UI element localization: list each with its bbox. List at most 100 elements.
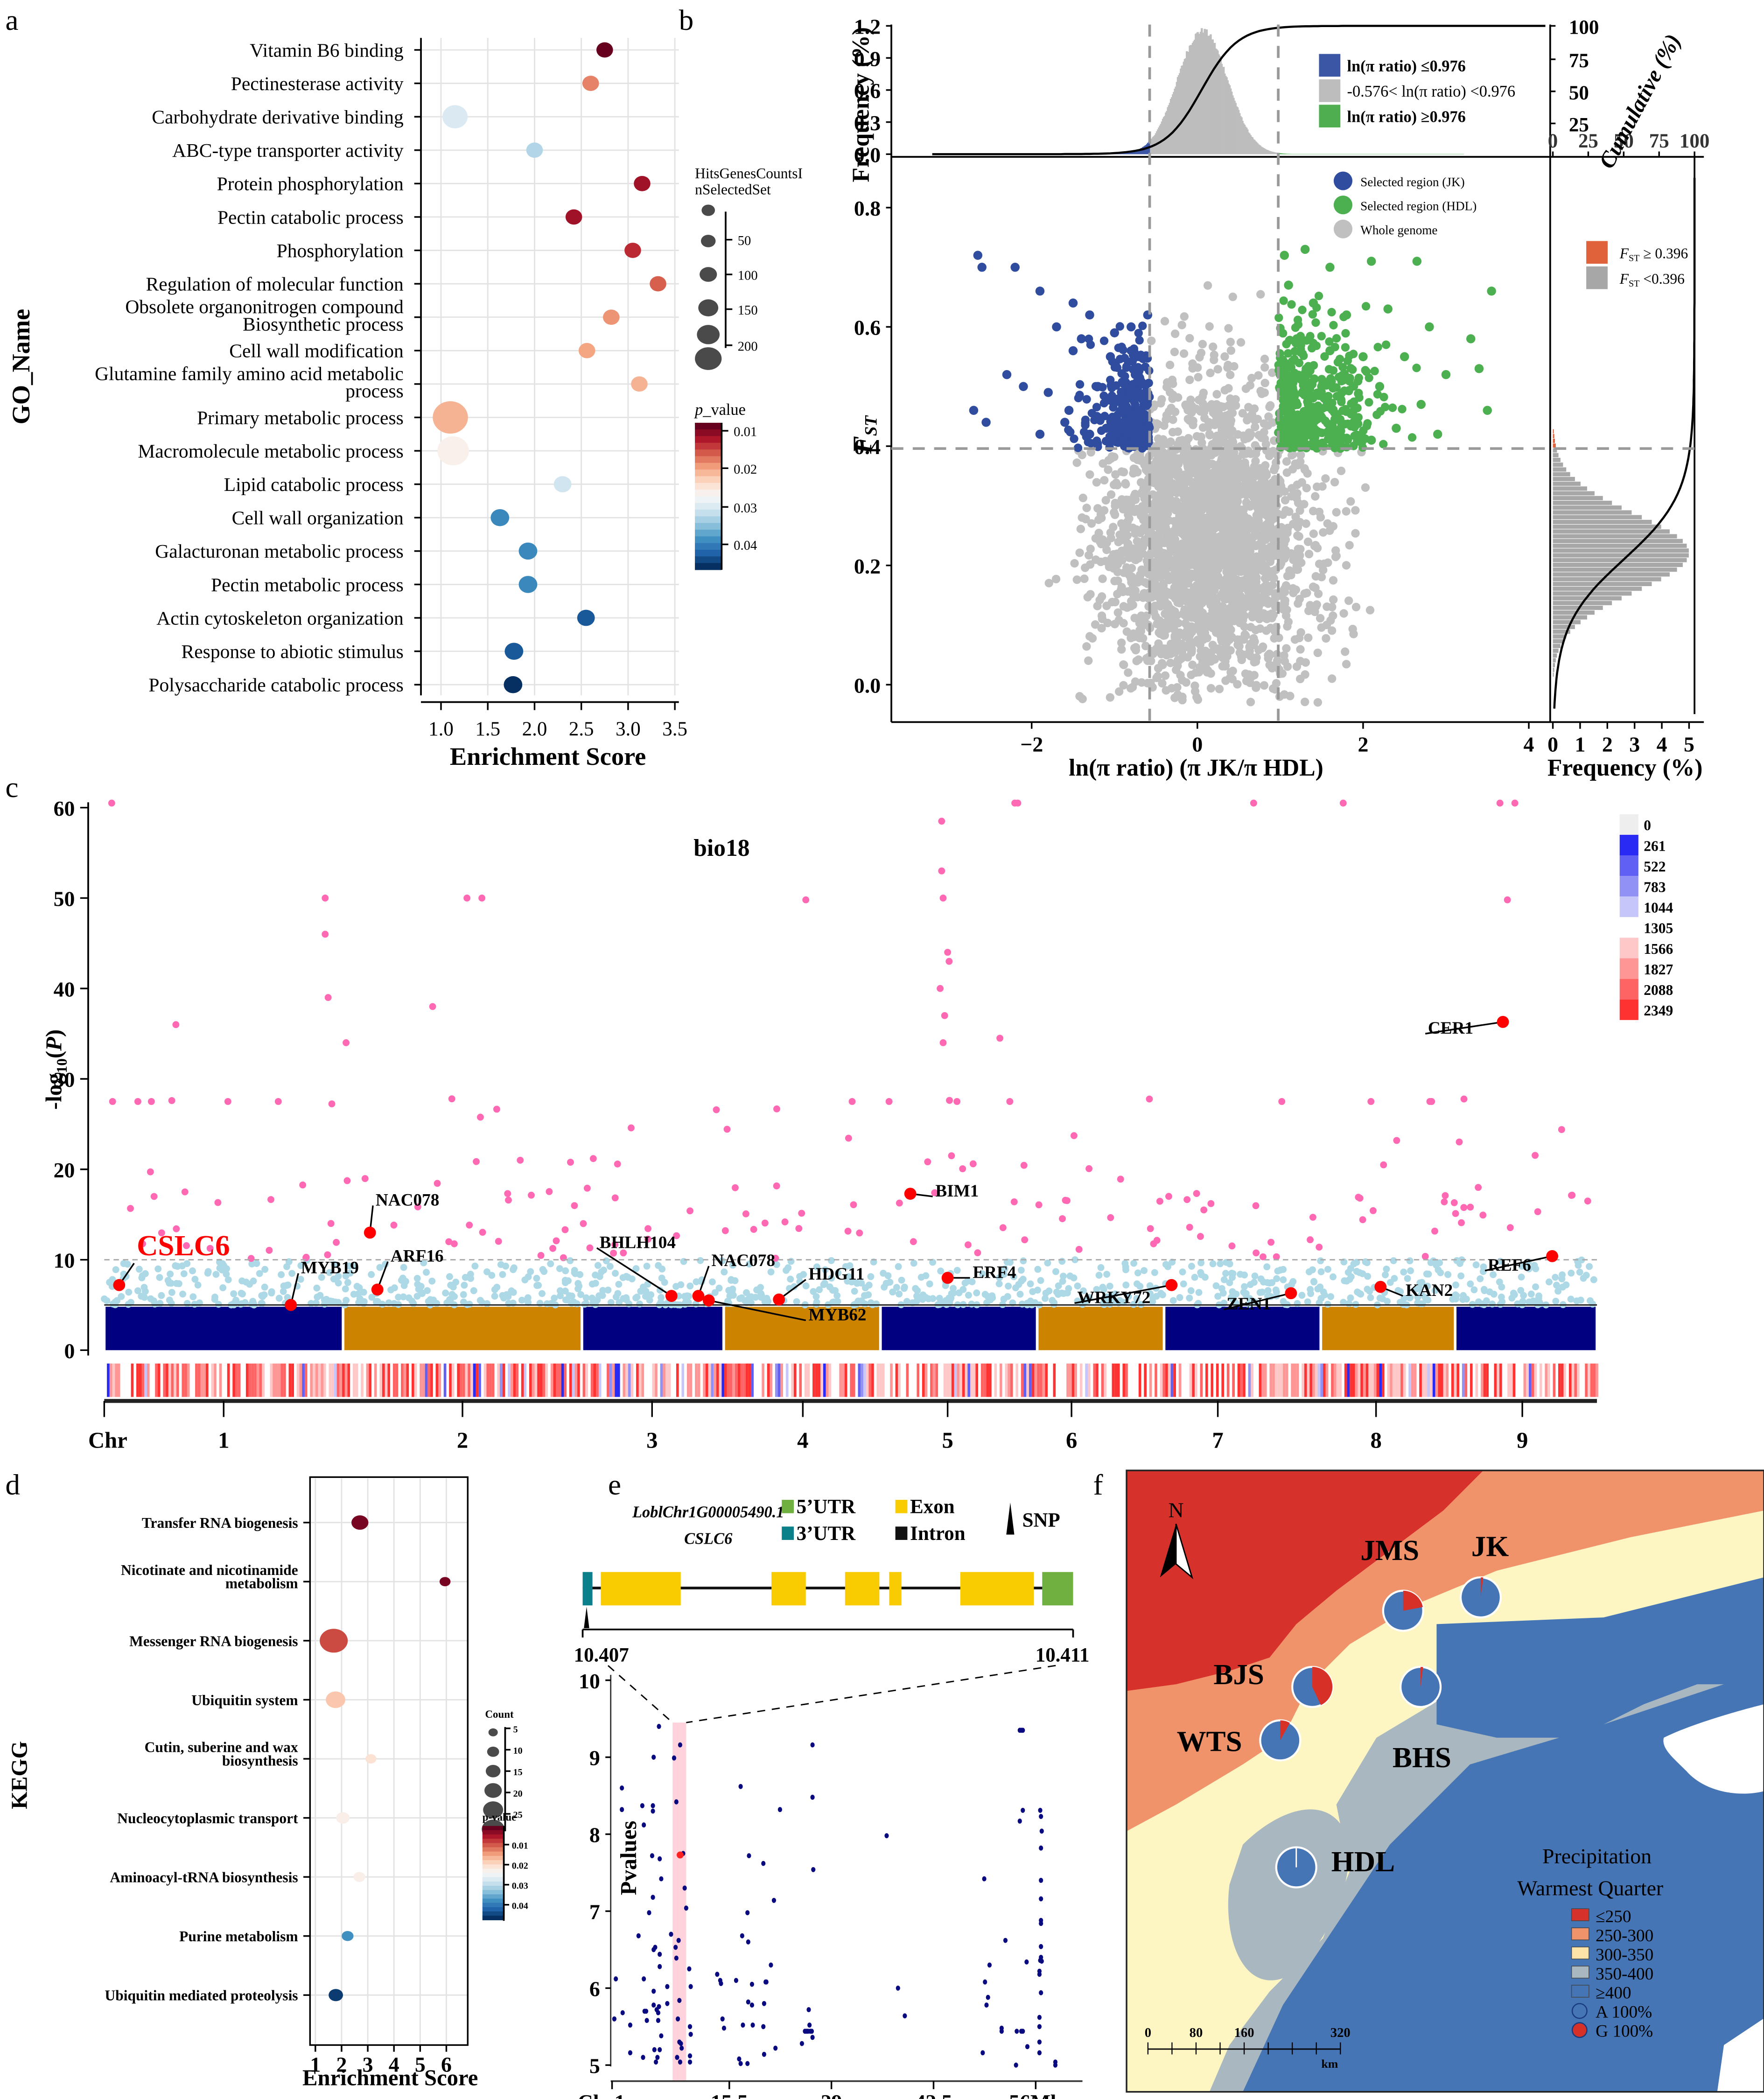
- b-point-whole-genome: [1337, 466, 1346, 476]
- b-point-whole-genome: [1235, 648, 1244, 657]
- b-point-whole-genome: [1247, 374, 1256, 383]
- b-point-hdl: [1317, 382, 1326, 392]
- b-point-hdl: [1288, 428, 1296, 437]
- c-point-suggestive: [1246, 1281, 1254, 1288]
- b-point-whole-genome: [1251, 471, 1260, 480]
- c-point-suggestive: [462, 1273, 469, 1281]
- c-point-suggestive: [1097, 1264, 1105, 1271]
- a-color-legend-swatch: [695, 469, 722, 477]
- b-point-whole-genome: [1263, 531, 1272, 540]
- c-point-suggestive: [745, 1260, 753, 1268]
- c-point-suggestive: [118, 1293, 125, 1300]
- c-point-suggestive: [861, 1300, 868, 1308]
- b-point-hdl: [1341, 343, 1350, 352]
- c-point-suggestive: [1251, 1272, 1259, 1280]
- b-point-hdl: [1466, 334, 1476, 343]
- c-point-significant: [546, 1188, 553, 1195]
- c-point-significant: [1075, 1245, 1083, 1253]
- c-point-suggestive: [189, 1267, 196, 1274]
- c-point-suggestive: [623, 1273, 630, 1280]
- c-point-suggestive: [556, 1287, 564, 1294]
- c-point-significant: [1197, 1233, 1204, 1240]
- c-point-suggestive: [1074, 1282, 1081, 1290]
- c-point-suggestive: [1018, 1301, 1026, 1308]
- b-point-whole-genome: [1185, 334, 1194, 343]
- c-point-significant: [343, 1177, 351, 1184]
- b-point-jk: [1110, 328, 1120, 338]
- b-point-hdl: [1284, 394, 1293, 403]
- c-point-suggestive: [1353, 1259, 1360, 1266]
- c-point-significant: [586, 1244, 594, 1252]
- c-point-significant: [1165, 1193, 1172, 1200]
- b-point-whole-genome: [1257, 389, 1266, 399]
- b-cum-tick-label: 25: [1569, 114, 1589, 136]
- b-point-hdl: [1373, 343, 1382, 351]
- b-point-whole-genome: [1164, 440, 1173, 448]
- b-point-whole-genome: [1162, 686, 1170, 695]
- c-point-suggestive: [518, 1296, 525, 1304]
- b-right-cum-tick-label: 75: [1649, 130, 1669, 152]
- b-point-whole-genome: [1051, 574, 1061, 584]
- c-chr-block: [1038, 1307, 1163, 1350]
- b-point-whole-genome: [1176, 570, 1184, 580]
- b-point-whole-genome: [1209, 342, 1218, 351]
- b-point-whole-genome: [1119, 660, 1128, 669]
- c-point-suggestive: [158, 1292, 165, 1299]
- b-x-tick-label: −2: [1020, 732, 1043, 756]
- b-point-whole-genome: [1185, 605, 1194, 614]
- b-point-hdl: [1284, 280, 1293, 290]
- b-point-whole-genome: [1264, 412, 1273, 421]
- b-point-whole-genome: [1199, 502, 1208, 511]
- b-point-whole-genome: [1176, 671, 1185, 679]
- c-point-suggestive: [1257, 1275, 1265, 1282]
- c-point-significant: [1450, 1199, 1458, 1206]
- c-point-suggestive: [1272, 1286, 1280, 1294]
- b-point-whole-genome: [1097, 624, 1106, 633]
- b-point-hdl: [1317, 413, 1327, 422]
- b-point-whole-genome: [1208, 558, 1217, 567]
- panel-label-b: b: [679, 4, 694, 36]
- c-point-suggestive: [1219, 1289, 1227, 1297]
- b-point-whole-genome: [1257, 500, 1266, 509]
- c-point-suggestive: [261, 1283, 268, 1291]
- b-point-whole-genome: [1260, 681, 1269, 690]
- c-point-significant: [527, 1191, 535, 1199]
- a-x-tick-label: 1.0: [428, 718, 454, 740]
- c-point-suggestive: [449, 1283, 457, 1291]
- b-right-hist-bar: [1553, 672, 1554, 677]
- b-point-hdl: [1366, 435, 1376, 445]
- c-point-suggestive: [109, 1276, 116, 1283]
- c-point-suggestive: [1130, 1259, 1138, 1267]
- b-point-jk: [1099, 336, 1109, 345]
- a-size-legend-label: 200: [738, 339, 758, 354]
- c-point-suggestive: [448, 1291, 456, 1298]
- a-size-legend-label: 50: [738, 233, 751, 248]
- c-point-suggestive: [408, 1297, 416, 1305]
- b-point-hdl: [1309, 298, 1318, 308]
- b-point-whole-genome: [1254, 517, 1263, 526]
- c-point-suggestive: [243, 1279, 250, 1286]
- c-point-significant: [434, 1180, 441, 1187]
- a-y-tick-label: Response to abiotic stimulus: [182, 641, 404, 662]
- b-point-jk: [1118, 394, 1127, 403]
- b-point-hdl: [1314, 292, 1323, 301]
- b-point-whole-genome: [1243, 416, 1252, 425]
- c-point-suggestive: [345, 1262, 353, 1270]
- c-point-suggestive: [1400, 1268, 1407, 1276]
- c-point-suggestive: [194, 1281, 202, 1289]
- c-point-suggestive: [1222, 1270, 1229, 1277]
- b-point-whole-genome: [1311, 492, 1320, 501]
- c-point-suggestive: [1059, 1273, 1067, 1280]
- b-point-hdl: [1366, 257, 1376, 266]
- b-point-whole-genome: [1161, 671, 1170, 680]
- b-point-hdl: [1311, 318, 1320, 327]
- a-color-legend-swatch: [695, 462, 722, 470]
- c-point-suggestive: [682, 1298, 690, 1305]
- c-point-suggestive: [1012, 1284, 1019, 1292]
- b-point-whole-genome: [1303, 537, 1313, 546]
- b-point-hdl: [1343, 435, 1352, 444]
- b-point-whole-genome: [1249, 640, 1258, 650]
- c-point-suggestive: [647, 1291, 655, 1298]
- b-right-hist-bar: [1553, 429, 1554, 434]
- c-point-suggestive: [854, 1297, 862, 1305]
